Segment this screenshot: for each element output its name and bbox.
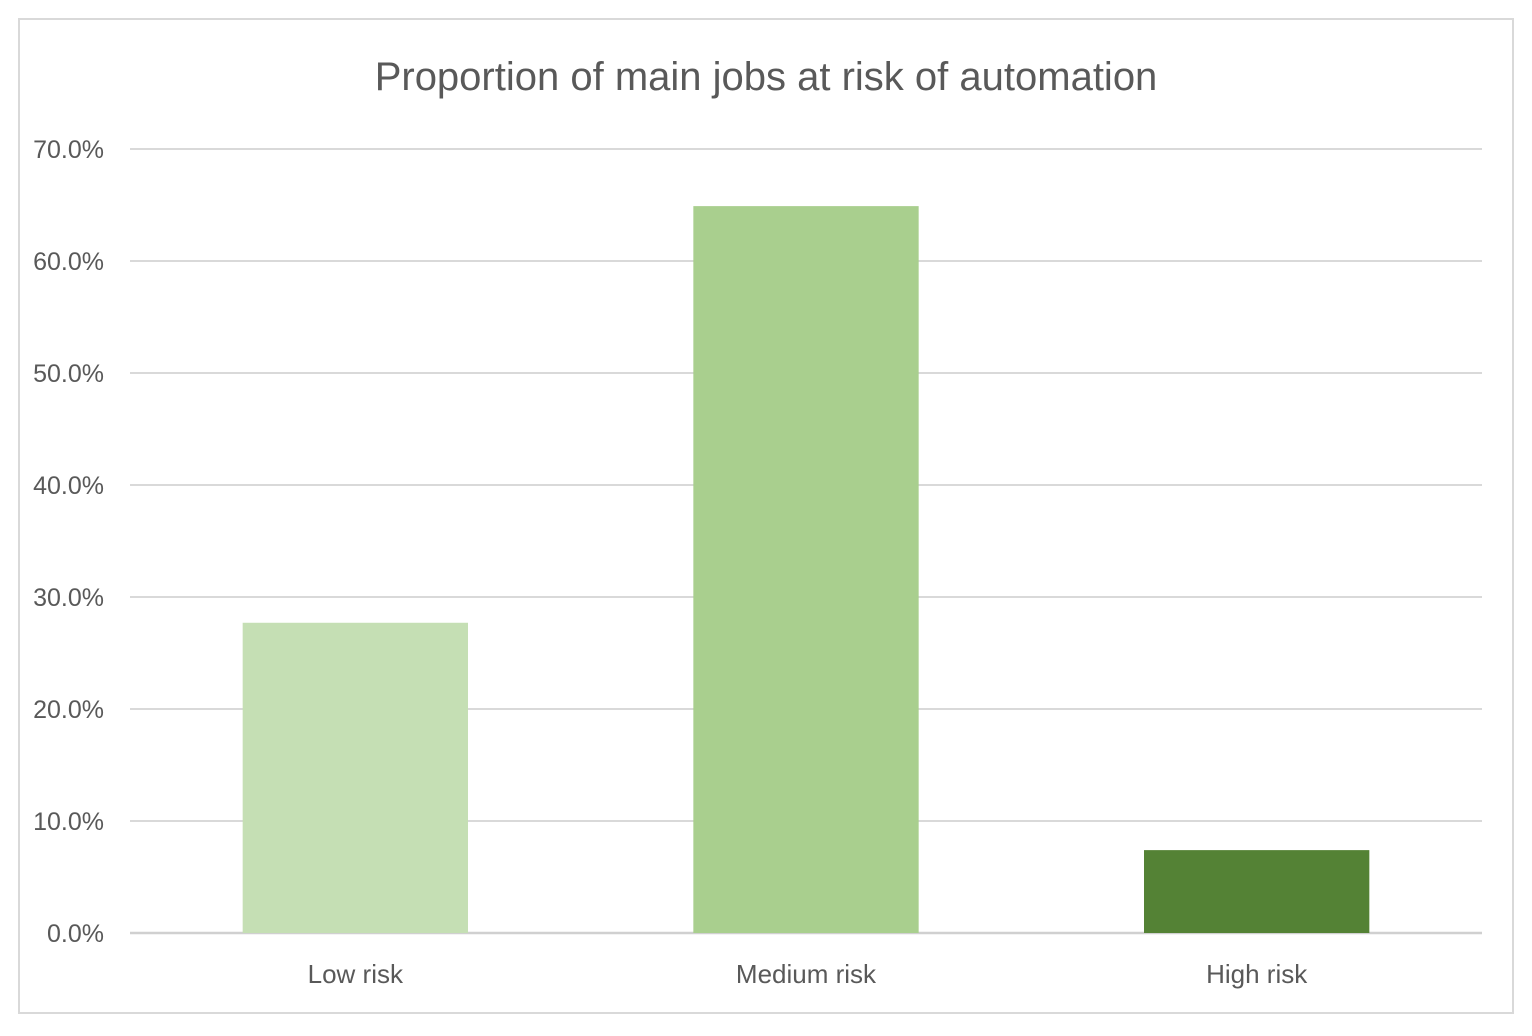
bar-low-risk bbox=[242, 622, 468, 933]
y-tick-label: 30.0% bbox=[33, 584, 104, 612]
y-tick-label: 60.0% bbox=[33, 248, 104, 276]
y-tick-label: 0.0% bbox=[47, 920, 104, 948]
y-tick-label: 10.0% bbox=[33, 808, 104, 836]
x-category-label: Medium risk bbox=[736, 959, 877, 989]
bar-high-risk bbox=[1144, 850, 1370, 933]
y-axis-tick-labels: 0.0% 10.0% 20.0% 30.0% 40.0% 50.0% 60.0% 70.0% bbox=[33, 136, 104, 948]
y-tick-label: 20.0% bbox=[33, 696, 104, 724]
chart-title: Proportion of main jobs at risk of autom… bbox=[374, 55, 1158, 99]
bar-medium-risk bbox=[693, 206, 919, 933]
x-axis-category-labels: Low risk Medium risk High risk bbox=[308, 959, 1309, 989]
x-category-label: High risk bbox=[1206, 959, 1308, 989]
x-category-label: Low risk bbox=[308, 959, 404, 989]
y-tick-label: 40.0% bbox=[33, 472, 104, 500]
y-tick-label: 50.0% bbox=[33, 360, 104, 388]
y-tick-label: 70.0% bbox=[33, 136, 104, 164]
bars bbox=[242, 206, 1370, 933]
